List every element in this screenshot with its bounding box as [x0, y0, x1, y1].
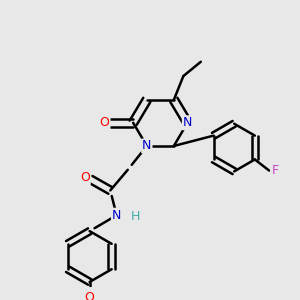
Text: O: O — [80, 171, 90, 184]
Text: F: F — [271, 164, 278, 177]
Text: N: N — [112, 209, 121, 222]
Text: N: N — [142, 140, 152, 152]
Text: N: N — [183, 116, 192, 129]
Text: H: H — [130, 210, 140, 223]
Text: O: O — [85, 291, 94, 300]
Text: O: O — [100, 116, 110, 129]
